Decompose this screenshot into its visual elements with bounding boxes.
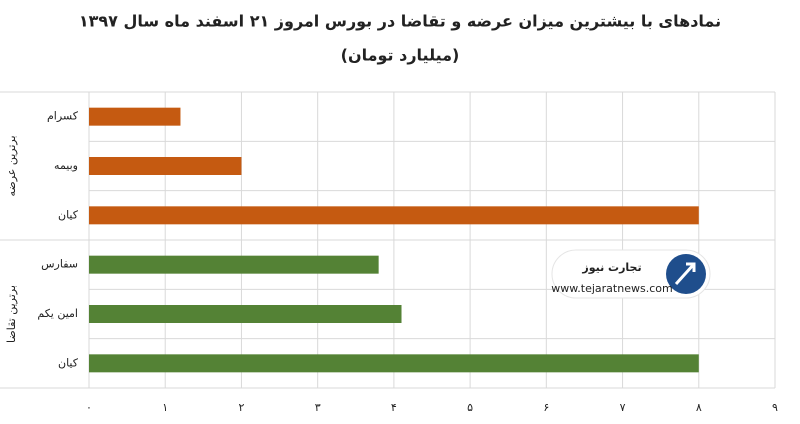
x-tick-label: ۹ — [772, 401, 778, 414]
chart-title: نمادهای با بیشترین میزان عرضه و تقاضا در… — [79, 12, 721, 31]
x-tick-label: ۸ — [696, 401, 702, 414]
x-tick-label: ۲ — [238, 401, 244, 414]
watermark: تجارت نیوز www.tejaratnews.com — [551, 249, 711, 299]
y-tick-label: امین یکم — [37, 307, 78, 320]
bar — [89, 107, 181, 126]
watermark-name: تجارت نیوز — [581, 261, 641, 274]
x-tick-label: ۷ — [620, 401, 626, 414]
x-tick-label: ۶ — [543, 401, 549, 414]
x-tick-label: ۳ — [315, 401, 321, 414]
bar — [89, 255, 379, 274]
x-tick-label: ۰ — [86, 401, 92, 414]
y-tick-label: کیان — [58, 208, 79, 221]
x-tick-label: ۱ — [162, 401, 168, 414]
watermark-url: www.tejaratnews.com — [551, 282, 672, 295]
bar — [89, 354, 699, 373]
x-tick-label: ۴ — [391, 401, 397, 414]
bar — [89, 305, 402, 323]
bar — [89, 206, 699, 225]
y-tick-label: سفارس — [41, 258, 78, 271]
bar — [89, 157, 242, 175]
y-tick-label: کیان — [58, 356, 79, 369]
chart-subtitle: (میلیارد تومان) — [341, 46, 460, 65]
x-tick-label: ۵ — [467, 401, 473, 414]
y-tick-label: کسرام — [47, 110, 79, 123]
watermark-logo-arrow — [674, 262, 696, 286]
y-tick-label: وبیمه — [54, 159, 78, 172]
group-label: برترین عرضه — [5, 135, 18, 196]
group-label: برترین تقاضا — [5, 285, 18, 343]
